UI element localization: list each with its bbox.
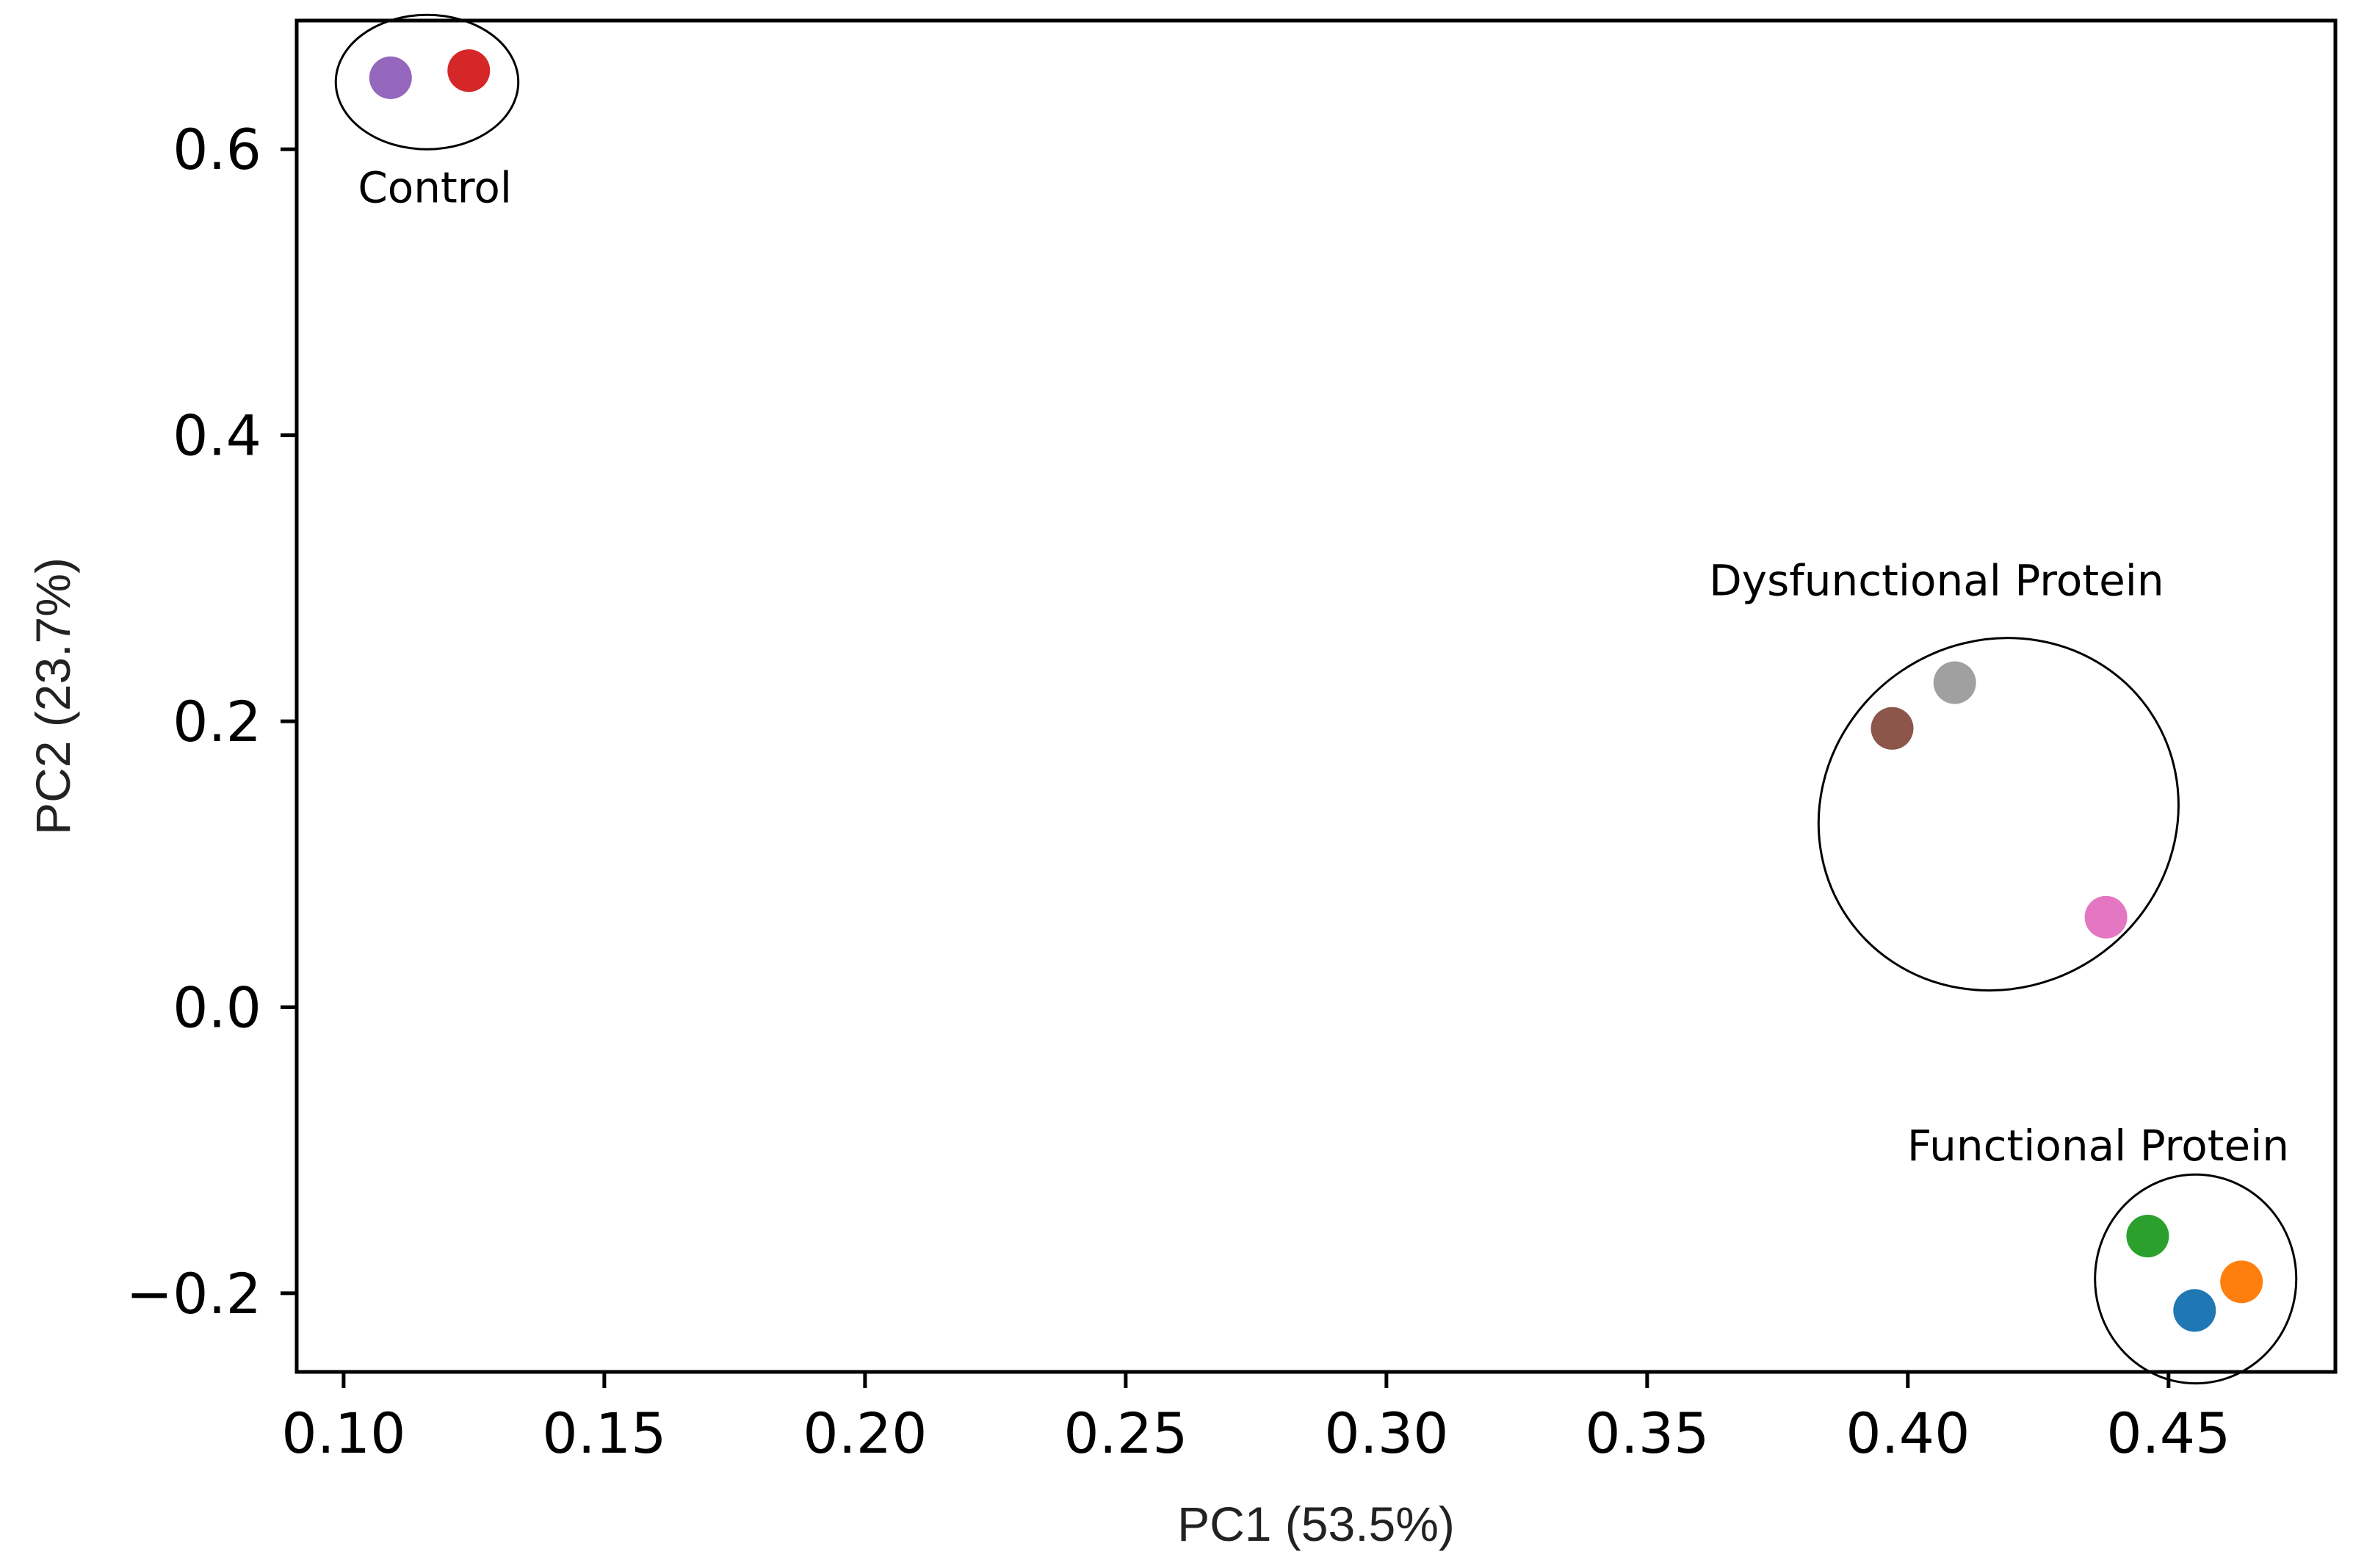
- group-label: Dysfunctional Protein: [1709, 556, 2164, 606]
- data-point: [1871, 707, 1914, 750]
- plot-frame: [294, 18, 2338, 1374]
- data-point: [447, 49, 491, 93]
- data-point: [2173, 1289, 2216, 1332]
- x-axis-ticks: 0.10 0.15 0.20 0.25 0.30 0.35 0.40 0.45: [281, 1372, 2230, 1466]
- y-tick-label: −0.2: [126, 1261, 261, 1326]
- data-point: [369, 56, 412, 99]
- data-point: [2220, 1260, 2263, 1304]
- y-axis-ticks: −0.2 0.0 0.2 0.4 0.6: [126, 117, 297, 1326]
- data-point: [2126, 1215, 2169, 1258]
- x-tick-label: 0.20: [803, 1401, 927, 1466]
- group-label: Control: [358, 162, 512, 212]
- y-axis-label: PC2 (23.7%): [26, 557, 80, 835]
- y-tick-label: 0.6: [173, 117, 261, 182]
- group-ellipse: [1817, 637, 2180, 992]
- x-tick-label: 0.25: [1063, 1401, 1188, 1466]
- x-tick-label: 0.35: [1585, 1401, 1709, 1466]
- x-tick-label: 0.45: [2106, 1401, 2230, 1466]
- data-points: [369, 49, 2263, 1332]
- group-labels: Control Dysfunctional Protein Functional P…: [358, 162, 2289, 1171]
- y-tick-label: 0.4: [173, 403, 261, 469]
- x-tick-label: 0.40: [1846, 1401, 1970, 1466]
- x-tick-label: 0.10: [281, 1401, 405, 1466]
- group-ellipses: [334, 13, 2298, 1385]
- group-ellipse: [2094, 1173, 2298, 1385]
- data-point: [2084, 895, 2128, 939]
- x-tick-label: 0.30: [1324, 1401, 1448, 1466]
- x-tick-label: 0.15: [542, 1401, 666, 1466]
- y-tick-label: 0.2: [173, 689, 261, 754]
- group-ellipse: [334, 13, 520, 151]
- data-point: [1933, 661, 1976, 704]
- y-tick-label: 0.0: [173, 975, 261, 1040]
- x-axis-label: PC1 (53.5%): [1177, 1497, 1455, 1551]
- group-label: Functional Protein: [1907, 1121, 2289, 1171]
